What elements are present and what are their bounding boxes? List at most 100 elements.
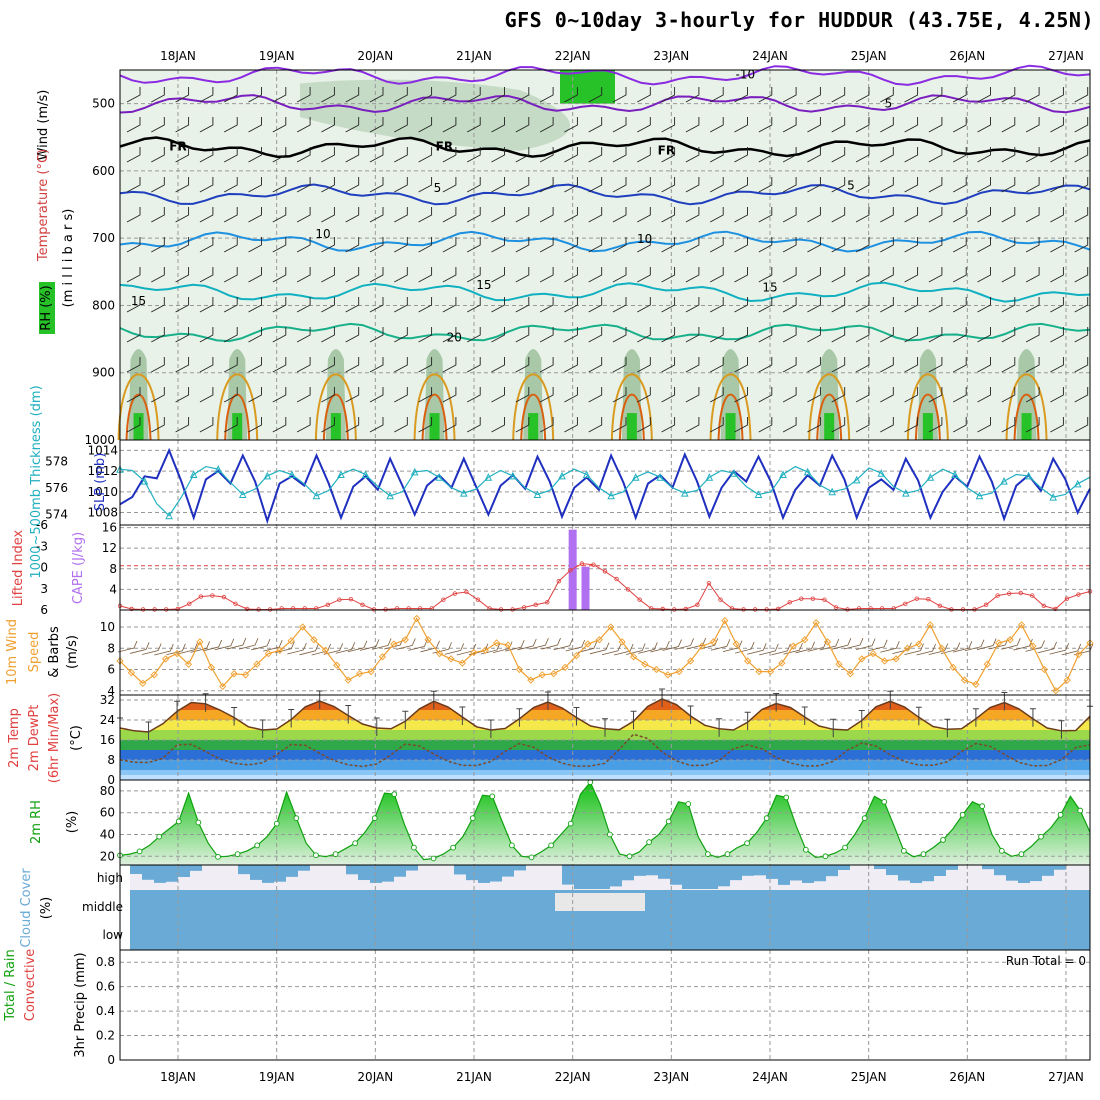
wind-barb	[1050, 267, 1064, 283]
wind-barb	[466, 117, 481, 133]
rh-line	[119, 781, 1091, 861]
thickness-point	[361, 470, 370, 479]
cloud-high-bar	[586, 865, 598, 889]
cloud-high-bar	[838, 865, 850, 871]
wind-speed-point	[1017, 621, 1026, 629]
thickness-point	[779, 470, 787, 479]
isotherm-line	[119, 281, 1091, 303]
cape-tick: 8	[109, 562, 117, 576]
wind-barb	[130, 642, 150, 654]
li-point	[360, 602, 365, 608]
wind-barb	[418, 207, 433, 223]
wind-barb	[904, 117, 919, 133]
wind-barb	[795, 641, 815, 654]
wind-barb	[758, 327, 773, 343]
wind-barb	[299, 643, 319, 656]
wind-barb	[1050, 177, 1064, 193]
wind-barb	[369, 117, 384, 133]
wind-barb	[855, 297, 870, 313]
wind-barb	[1001, 297, 1016, 313]
wind-barb	[928, 237, 943, 253]
wind-barb	[637, 297, 651, 313]
temp-tick: 8	[107, 753, 115, 767]
wind-barb	[142, 643, 162, 655]
wind-barb	[564, 417, 578, 433]
rh-point	[607, 831, 613, 838]
li-point	[695, 602, 700, 608]
wind-speed-point	[972, 680, 980, 689]
wind-barb	[734, 297, 748, 313]
wind-barb	[612, 177, 627, 193]
wind-speed-point	[458, 659, 466, 667]
wind-barb	[321, 207, 335, 223]
wind-barb	[904, 147, 919, 163]
li-point	[371, 607, 377, 612]
rh-point	[156, 833, 163, 840]
rh-point	[391, 791, 398, 798]
wind-barb	[466, 417, 481, 433]
cloud-high-bar	[382, 865, 394, 882]
wind-barb	[588, 387, 603, 403]
wind-barb	[394, 297, 408, 313]
thickness-tick: 574	[45, 507, 68, 521]
wind-barb	[248, 207, 262, 223]
thickness-point	[337, 470, 345, 479]
date-label: 24JAN	[752, 1070, 788, 1084]
wind-barb	[175, 267, 190, 283]
wind-barb	[394, 387, 408, 403]
wind-barb	[126, 327, 141, 343]
wind-barb	[916, 643, 936, 656]
li-point	[937, 603, 943, 609]
precip-tick: 0.2	[96, 1029, 115, 1043]
wind-barb	[1074, 327, 1089, 343]
rh-point	[136, 848, 143, 855]
wind-barb	[296, 327, 311, 343]
wind-barb	[372, 638, 392, 650]
wind-barb	[564, 327, 578, 343]
li-point	[1076, 592, 1081, 597]
li-point	[776, 606, 781, 612]
wind-barb	[1050, 327, 1064, 343]
rh-point	[567, 820, 574, 827]
wind-speed-point	[960, 676, 969, 684]
wind-barb	[782, 117, 797, 133]
li-point	[187, 601, 192, 607]
rh-point	[998, 847, 1005, 854]
isotherm-line	[1005, 373, 1048, 441]
wind-barb	[685, 177, 700, 193]
cloud-high-bar	[478, 865, 490, 883]
wind-barb	[685, 147, 700, 163]
wind-barb	[855, 147, 870, 163]
wind-barb	[928, 643, 949, 656]
wind-barb	[868, 639, 888, 652]
wind-barb	[420, 640, 440, 653]
li-point	[995, 593, 1000, 598]
rh-blob	[528, 413, 539, 440]
cloud-high-bar	[766, 865, 778, 879]
rh-tick: 20	[100, 849, 115, 863]
thickness-point	[1049, 492, 1057, 501]
wind-barb	[904, 417, 919, 433]
cloud-high-bar	[1018, 865, 1030, 883]
wind-barb	[515, 237, 530, 253]
wind-barb	[709, 237, 724, 253]
rh-point	[548, 842, 554, 849]
wind-barb	[1001, 267, 1016, 283]
wind-barb	[758, 417, 773, 433]
li-point	[718, 597, 723, 602]
isotherm-label: FR	[436, 139, 453, 153]
wind-barb	[952, 417, 967, 433]
wind-barb	[394, 417, 408, 433]
wind-barb	[418, 267, 433, 283]
wind-barb	[977, 297, 991, 313]
wind-barb	[685, 327, 700, 343]
wind-barb	[637, 237, 651, 253]
wind-barb	[296, 237, 311, 253]
wind-barb	[321, 327, 335, 343]
wind-barb	[126, 87, 141, 103]
wind-barb	[952, 147, 967, 163]
precip-tick: 0.8	[96, 955, 115, 969]
wind-barb	[807, 177, 821, 193]
wind-barb	[831, 297, 846, 313]
wind-barb	[952, 87, 967, 103]
